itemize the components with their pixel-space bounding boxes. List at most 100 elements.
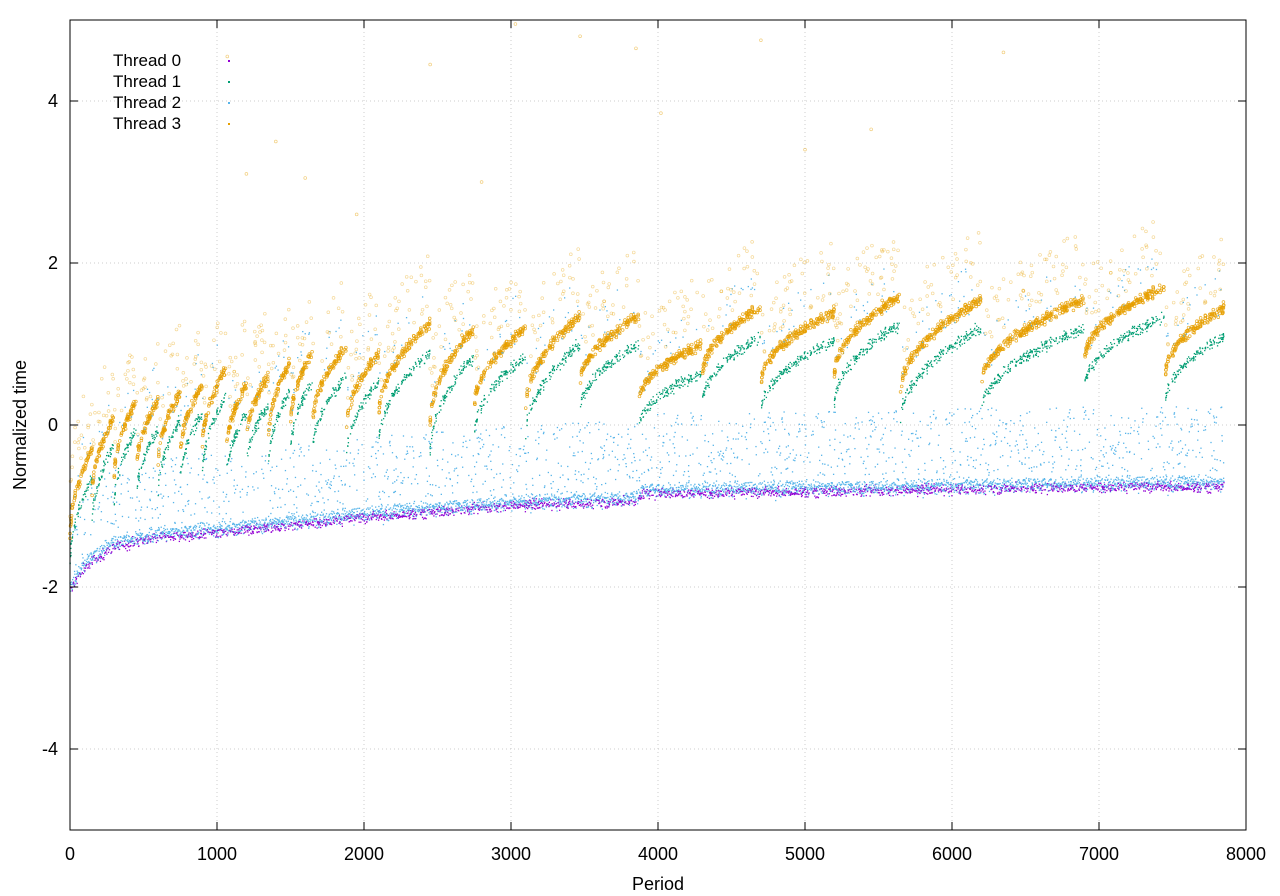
- thread-2-point: [566, 490, 568, 493]
- thread-2-point: [200, 533, 203, 536]
- thread-0-point: [353, 516, 356, 518]
- thread-2-point: [897, 484, 899, 487]
- thread-2-point: [79, 574, 82, 576]
- thread-2-point: [765, 448, 767, 450]
- thread-2-point: [149, 537, 151, 540]
- thread-2-point: [235, 526, 237, 528]
- thread-2-point: [261, 468, 263, 470]
- thread-2-point: [510, 504, 512, 506]
- thread-2-point: [810, 485, 813, 487]
- thread-0-point: [759, 493, 761, 495]
- thread-2-point: [437, 465, 439, 467]
- thread-0-point: [270, 531, 273, 533]
- thread-2-point: [561, 506, 563, 508]
- thread-0-point: [161, 537, 163, 539]
- thread-0-point: [339, 521, 341, 524]
- thread-2-point: [545, 497, 547, 499]
- thread-2-point: [170, 458, 172, 460]
- thread-2-point: [246, 492, 248, 494]
- thread-0-point: [119, 541, 122, 544]
- thread-2-point: [839, 441, 841, 444]
- thread-2-point: [219, 523, 221, 526]
- thread-2-point: [893, 418, 895, 420]
- thread-0-point: [769, 490, 771, 492]
- thread-0-point: [332, 521, 334, 523]
- thread-0-point: [351, 520, 353, 522]
- thread-2-point: [393, 512, 395, 515]
- thread-2-point: [694, 494, 696, 496]
- thread-2-point: [144, 488, 146, 491]
- thread-0-point: [565, 501, 567, 503]
- thread-0-point: [658, 493, 660, 496]
- thread-0-point: [264, 525, 267, 527]
- thread-0-point: [386, 513, 388, 515]
- thread-2-point: [589, 432, 591, 434]
- thread-0-point: [743, 493, 745, 496]
- thread-0-point: [725, 491, 727, 493]
- thread-2-point: [402, 480, 404, 482]
- thread-2-point: [137, 543, 139, 545]
- thread-2-point: [156, 507, 159, 509]
- thread-0-point: [409, 516, 411, 519]
- thread-0-point: [628, 501, 630, 503]
- thread-0-point: [888, 492, 890, 494]
- thread-2-point: [442, 449, 444, 451]
- thread-2-point: [579, 440, 581, 442]
- thread-2-point: [242, 524, 244, 526]
- thread-0-point: [623, 504, 625, 506]
- thread-2-point: [617, 444, 619, 446]
- thread-2-point: [806, 479, 808, 481]
- thread-0-point: [815, 497, 817, 499]
- thread-2-point: [836, 465, 839, 467]
- thread-0-point: [323, 523, 325, 525]
- thread-2-point: [543, 496, 545, 499]
- thread-0-point: [676, 495, 679, 497]
- thread-0-point: [416, 514, 418, 516]
- thread-2-point: [603, 423, 605, 425]
- thread-2-point: [671, 489, 673, 492]
- thread-2-point: [496, 500, 499, 503]
- thread-2-point: [435, 513, 437, 515]
- thread-2-point: [461, 505, 463, 507]
- thread-0-point: [839, 489, 842, 492]
- thread-2-point: [238, 523, 241, 525]
- thread-0-point: [532, 507, 534, 509]
- thread-2-point: [804, 487, 806, 489]
- thread-0-point: [145, 537, 147, 539]
- thread-2-point: [176, 533, 178, 536]
- thread-2-point: [603, 449, 606, 452]
- thread-0-point: [292, 529, 294, 531]
- thread-2-point: [119, 545, 121, 548]
- thread-2-point: [452, 501, 454, 503]
- thread-2-point: [547, 499, 550, 502]
- thread-2-point: [828, 485, 830, 487]
- thread-2-point: [261, 455, 263, 458]
- thread-2-point: [482, 483, 484, 485]
- thread-0-point: [203, 533, 205, 535]
- thread-0-point: [234, 532, 236, 535]
- thread-2-point: [686, 487, 688, 490]
- thread-2-point: [841, 481, 843, 483]
- thread-2-point: [834, 486, 836, 488]
- thread-2-point: [98, 506, 100, 508]
- thread-0-point: [704, 491, 706, 494]
- thread-2-point: [222, 491, 224, 493]
- thread-2-point: [334, 490, 336, 493]
- thread-0-point: [183, 531, 185, 534]
- thread-2-point: [840, 490, 843, 492]
- thread-2-point: [746, 447, 748, 450]
- thread-0-point: [443, 508, 446, 511]
- thread-2-point: [158, 494, 160, 496]
- thread-2-point: [421, 507, 423, 509]
- thread-2-point: [394, 503, 396, 505]
- thread-2-point: [905, 481, 907, 483]
- thread-2-point: [657, 490, 659, 492]
- thread-2-point: [827, 483, 829, 485]
- thread-2-point: [221, 527, 223, 530]
- thread-2-point: [369, 507, 371, 509]
- thread-2-point: [863, 481, 865, 483]
- thread-2-point: [719, 495, 721, 497]
- thread-2-point: [391, 516, 393, 519]
- thread-2-point: [543, 508, 546, 510]
- thread-0-point: [336, 520, 338, 522]
